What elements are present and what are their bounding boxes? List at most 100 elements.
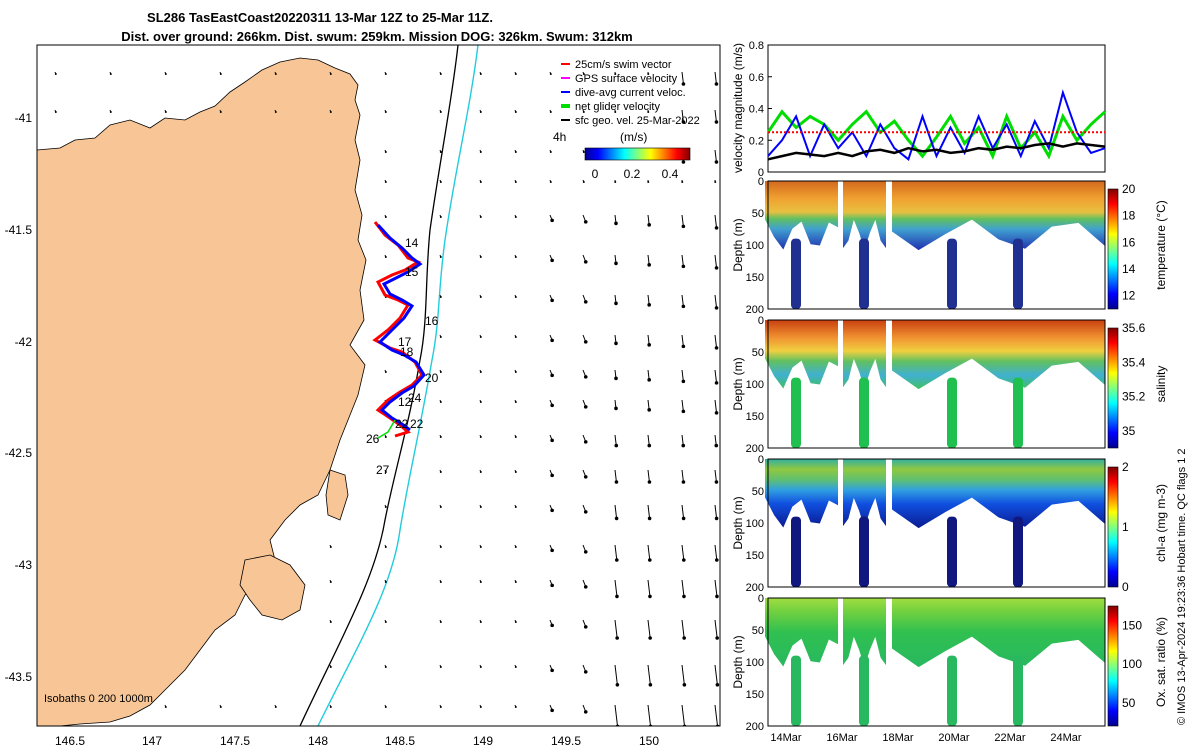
vector-arrow-head — [54, 73, 57, 75]
depth-tick-label: 200 — [746, 304, 764, 316]
vector-arrow-head — [647, 408, 651, 412]
deep-dive-profile — [1013, 655, 1023, 726]
vector-arrow-head — [550, 258, 554, 263]
imos-credit: © IMOS 13-Apr-2024 19:23:36 Hobart time.… — [1176, 448, 1188, 725]
map-frame — [36, 44, 721, 727]
vector-arrow-head — [614, 376, 618, 381]
vector-arrow — [681, 704, 686, 726]
vector-arrow — [714, 469, 717, 483]
section-data-fill — [892, 598, 1105, 668]
vector-arrow — [614, 704, 619, 726]
vector-arrow-head — [439, 621, 442, 623]
vector-arrow-head — [164, 73, 167, 75]
vector-arrow-head — [681, 443, 686, 448]
vector-arrow-head — [514, 471, 517, 473]
velocity-axes — [767, 44, 1106, 173]
section-panel: Depth (m) 0 50 100 150 200 50 100 150 Ox. sat. ra… — [731, 593, 1168, 744]
vector-arrow-head — [384, 111, 387, 113]
vector-arrow-head — [681, 379, 686, 384]
vector-arrow-head — [514, 436, 517, 438]
vector-arrow-head — [681, 344, 686, 349]
vector-arrow — [681, 214, 684, 227]
vector-arrow-head — [549, 151, 552, 153]
deep-dive-profile — [1013, 238, 1023, 309]
day-label: 22 — [395, 417, 409, 431]
vector-arrow-head — [647, 516, 652, 521]
vector-arrow-head — [439, 181, 442, 183]
section-data-fill — [843, 598, 886, 668]
section-data-fill — [892, 320, 1105, 390]
deep-dive-profile — [859, 516, 869, 587]
vector-arrow-head — [479, 546, 482, 548]
track-age-label: 4h — [553, 130, 566, 144]
vector-arrow-head — [550, 708, 554, 713]
vector-arrow-head — [714, 381, 719, 385]
lat-tick: -41.5 — [5, 223, 33, 237]
section-data-fill — [843, 181, 886, 251]
vector-arrow — [714, 704, 719, 726]
vector-arrow-head — [714, 443, 719, 448]
vector-arrow-head — [439, 706, 442, 708]
vector-arrow-head — [583, 300, 588, 304]
depth-tick-label: 100 — [746, 379, 764, 391]
vector-arrow — [714, 399, 718, 413]
section-frame — [767, 597, 1106, 727]
vector-arrow-head — [550, 508, 554, 513]
day-label: 14 — [405, 236, 419, 250]
vector-arrow-head — [274, 111, 277, 113]
vector-arrow-head — [384, 181, 387, 183]
vector-arrow-head — [647, 343, 651, 347]
vector-arrow-head — [439, 371, 442, 373]
section-ylabel: Depth (m) — [731, 218, 745, 271]
vector-arrow-head — [714, 516, 719, 521]
vector-arrow — [647, 579, 651, 597]
vector-arrow-head — [647, 443, 652, 448]
vector-arrow-head — [479, 471, 482, 473]
section-panel: Depth (m) 0 50 100 150 200 35 35.2 35.4 35.6 salin… — [731, 315, 1168, 455]
vector-arrow-head — [384, 73, 387, 75]
vector-arrow-head — [550, 668, 554, 673]
vector-arrow-head — [384, 546, 387, 548]
legend-entry: GPS surface velocity — [575, 73, 678, 85]
depth-tick-label: 100 — [746, 657, 764, 669]
vector-arrow-head — [714, 160, 719, 164]
vector-arrow-head — [614, 181, 617, 183]
vector-arrow — [647, 504, 651, 519]
vector-arrow — [681, 469, 684, 483]
depth-tick-label: 0 — [758, 454, 764, 466]
vector-arrow — [681, 369, 684, 382]
lon-tick: 146.5 — [55, 734, 85, 748]
vector-arrow-head — [582, 151, 585, 153]
colorbar-tick-label: 20 — [1122, 182, 1136, 196]
vector-arrow-head — [514, 216, 517, 218]
vector-arrow-head — [514, 296, 517, 298]
vector-arrow-head — [715, 683, 720, 687]
vector-arrow-head — [384, 151, 387, 153]
y-tick-label: 0 — [758, 167, 764, 179]
vector-arrow-head — [514, 401, 517, 403]
section-data-fill — [765, 459, 838, 528]
section-ylabel: Depth (m) — [731, 635, 745, 688]
vector-arrow-head — [582, 181, 585, 183]
vector-arrow-head — [682, 636, 686, 640]
vector-arrow-head — [715, 636, 719, 640]
vector-arrow — [714, 664, 718, 685]
vector-arrow-head — [647, 73, 650, 75]
vector-arrow — [647, 664, 651, 685]
y-tick-label: 0.4 — [749, 104, 764, 116]
vector-arrow — [714, 109, 717, 123]
vector-arrow-head — [514, 336, 517, 338]
colorbar-label: temperature (°C) — [1154, 200, 1168, 290]
day-label: 27 — [376, 463, 390, 477]
vector-arrow — [714, 579, 718, 597]
colorbar-tick-label: 35.2 — [1122, 390, 1146, 404]
depth-tick-label: 50 — [752, 625, 764, 637]
vector-arrow-head — [714, 480, 719, 484]
section-frame — [767, 319, 1106, 449]
colorbar-tick-label: 100 — [1122, 657, 1142, 671]
section-frame — [767, 180, 1106, 310]
vector-arrow-head — [583, 670, 588, 674]
day-label: 26 — [366, 432, 380, 446]
vector-arrow-head — [514, 506, 517, 508]
vector-arrow-head — [164, 706, 167, 708]
